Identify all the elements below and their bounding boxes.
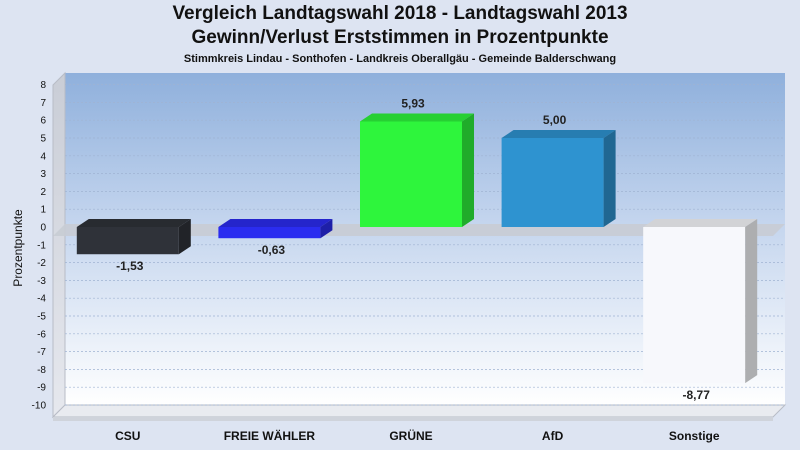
y-tick-label: -4 [37,294,46,305]
data-label: 5,93 [401,96,425,110]
bar [360,113,474,227]
bar-top [643,219,758,227]
x-tick-label: GRÜNE [389,428,432,443]
data-label: 5,00 [543,113,567,127]
y-tick-label: 5 [40,134,46,145]
y-tick-label: 0 [40,223,46,234]
y-tick-label: 2 [40,187,46,198]
bar-front [501,138,604,227]
bar-side [320,219,333,239]
y-tick-label: 4 [40,151,46,162]
bar-front [76,227,179,255]
bar-front [360,121,462,227]
y-tick-label: -1 [37,240,46,251]
bar-top [360,113,474,122]
bar-top [76,219,191,227]
chart-subsubtitle: Stimmkreis Lindau - Sonthofen - Landkrei… [183,53,617,65]
x-tick-label: FREIE WÄHLER [224,428,316,443]
y-tick-label: 7 [40,98,46,109]
y-tick-label: -8 [37,365,46,376]
y-tick-label: 8 [40,80,46,91]
bar-side [178,219,191,255]
y-tick-label: 6 [40,116,46,127]
bar-top [218,219,333,227]
plot-floor-edge [53,417,773,421]
y-tick-label: -3 [37,276,46,287]
data-label: -8,77 [683,388,711,402]
x-tick-label: Sonstige [669,429,720,443]
y-tick-label: -7 [37,347,46,358]
y-axis-label: Prozentpunkte [11,209,25,287]
bar-side [745,219,758,384]
x-tick-label: AfD [542,429,564,443]
plot-floor [51,404,787,418]
y-tick-label: 1 [40,205,46,216]
bar [643,219,758,384]
chart-title: Vergleich Landtagswahl 2018 - Landtagswa… [172,3,628,24]
bar-top [501,130,616,138]
y-tick-label: -5 [37,312,46,323]
x-tick-label: CSU [115,429,140,443]
y-tick-label: -2 [37,258,46,269]
data-label: -0,63 [258,243,286,257]
chart-subtitle: Gewinn/Verlust Erststimmen in Prozentpun… [191,27,609,48]
data-label: -1,53 [116,259,144,273]
bar [76,219,191,255]
y-tick-label: 3 [40,169,46,180]
y-tick-label: -6 [37,329,46,340]
bar-front [218,227,321,239]
bar [501,130,616,227]
bar-front [643,227,746,384]
plot-side-wall [52,71,66,419]
bar-side [603,130,616,227]
y-tick-label: -9 [37,383,46,394]
bar [218,219,333,239]
bar-side [462,113,474,227]
y-tick-label: -10 [32,401,47,412]
